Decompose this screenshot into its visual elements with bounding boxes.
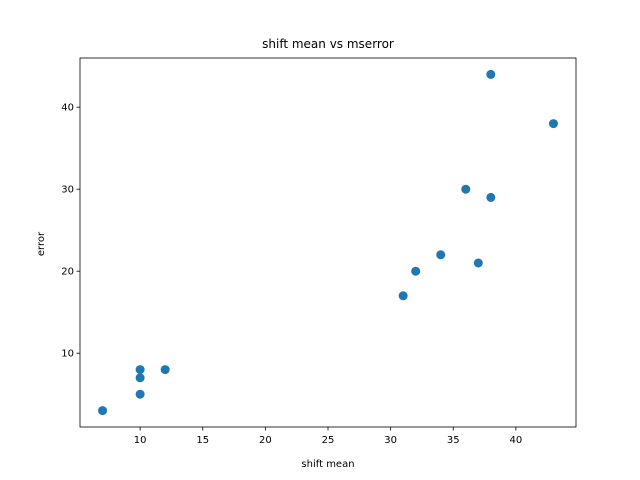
x-tick-label: 20 (259, 435, 272, 446)
x-tick-label: 15 (196, 435, 209, 446)
data-point (436, 250, 446, 260)
y-axis-label: error (36, 231, 47, 256)
chart-title: shift mean vs mserror (262, 37, 394, 51)
y-tick-label: 20 (61, 267, 74, 278)
data-point (135, 373, 145, 383)
data-point (411, 266, 421, 276)
x-tick-label: 25 (322, 435, 335, 446)
data-point (160, 365, 170, 375)
data-point (98, 406, 108, 416)
y-tick-label: 40 (61, 103, 74, 114)
y-tick-label: 10 (61, 349, 74, 360)
x-tick-label: 40 (510, 435, 523, 446)
x-axis-label: shift mean (301, 459, 354, 470)
data-point (473, 258, 483, 268)
data-point (135, 389, 145, 399)
data-point (486, 192, 496, 202)
plot-area: 10 15 20 25 30 35 40 10 20 30 40 (61, 57, 577, 446)
x-tick-label: 30 (384, 435, 397, 446)
x-tick-label: 35 (447, 435, 460, 446)
y-tick-label: 30 (61, 185, 74, 196)
data-point (486, 69, 496, 79)
x-tick-label: 10 (134, 435, 147, 446)
data-point (461, 184, 471, 194)
data-point (548, 119, 558, 129)
data-point (135, 365, 145, 375)
data-point (398, 291, 408, 301)
